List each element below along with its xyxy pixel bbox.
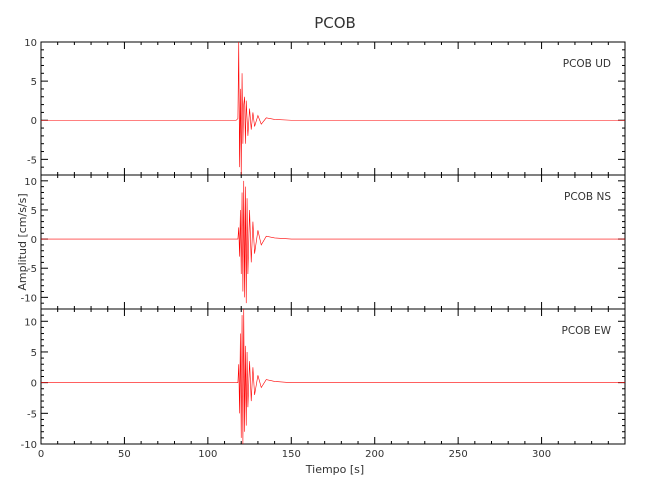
y-tick-label: -5 xyxy=(27,155,37,166)
panel-label-2: PCOB NS xyxy=(564,191,611,203)
y-tick-label: 10 xyxy=(24,177,37,188)
panel-frame-2 xyxy=(40,174,626,310)
y-tick-label: 5 xyxy=(31,77,37,88)
x-axis-label: Tiempo [s] xyxy=(305,463,364,476)
x-tick-label: 100 xyxy=(198,449,217,460)
y-tick-label: -5 xyxy=(27,264,37,275)
chart-title: PCOB xyxy=(314,14,356,32)
y-tick-label: 0 xyxy=(31,116,37,127)
y-tick-label: 0 xyxy=(31,235,37,246)
x-tick-label: 250 xyxy=(449,449,468,460)
x-tick-label: 150 xyxy=(282,449,301,460)
y-tick-label: 10 xyxy=(24,38,37,49)
trace-line-1 xyxy=(41,41,625,176)
x-tick-label: 0 xyxy=(38,449,44,460)
y-tick-label: 0 xyxy=(31,379,37,390)
panel-label-3: PCOB EW xyxy=(562,325,612,337)
y-tick-label: 5 xyxy=(31,206,37,217)
y-tick-label: 5 xyxy=(31,348,37,359)
panel-label-1: PCOB UD xyxy=(563,58,611,70)
y-tick-label: -10 xyxy=(21,440,37,451)
y-axis-label: Amplitud [cm/s/s] xyxy=(16,193,29,290)
x-tick-label: 300 xyxy=(532,449,551,460)
trace-line-3 xyxy=(41,308,625,445)
x-tick-label: 50 xyxy=(118,449,131,460)
y-tick-label: -10 xyxy=(21,293,37,304)
panel-frame-1 xyxy=(40,41,626,176)
y-tick-label: -5 xyxy=(27,409,37,420)
panel-frame-3 xyxy=(40,308,626,445)
x-tick-label: 200 xyxy=(365,449,384,460)
trace-line-2 xyxy=(41,180,625,304)
y-tick-label: 10 xyxy=(24,317,37,328)
